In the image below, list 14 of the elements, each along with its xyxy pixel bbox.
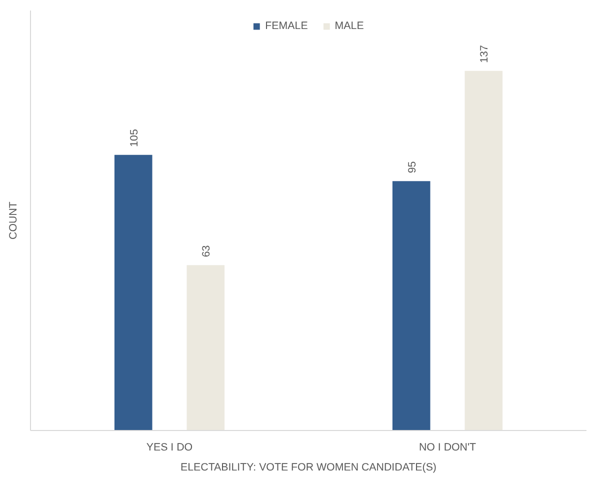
y-axis-title: COUNT [8, 201, 20, 240]
x-tick-label: NO I DON'T [418, 442, 477, 454]
bar [186, 265, 225, 430]
data-label: 95 [406, 161, 418, 174]
x-tick-label: YES I DO [146, 442, 193, 454]
legend-label: MALE [334, 20, 364, 32]
bar [392, 181, 430, 430]
bar [464, 70, 503, 430]
legend-label: FEMALE [265, 20, 308, 32]
bar [114, 154, 152, 430]
data-label: 63 [200, 245, 213, 258]
data-label: 137 [478, 45, 491, 63]
x-axis-title: ELECTABILITY: VOTE FOR WOMEN CANDIDATE(S) [180, 462, 436, 474]
data-label: 105 [128, 129, 140, 147]
